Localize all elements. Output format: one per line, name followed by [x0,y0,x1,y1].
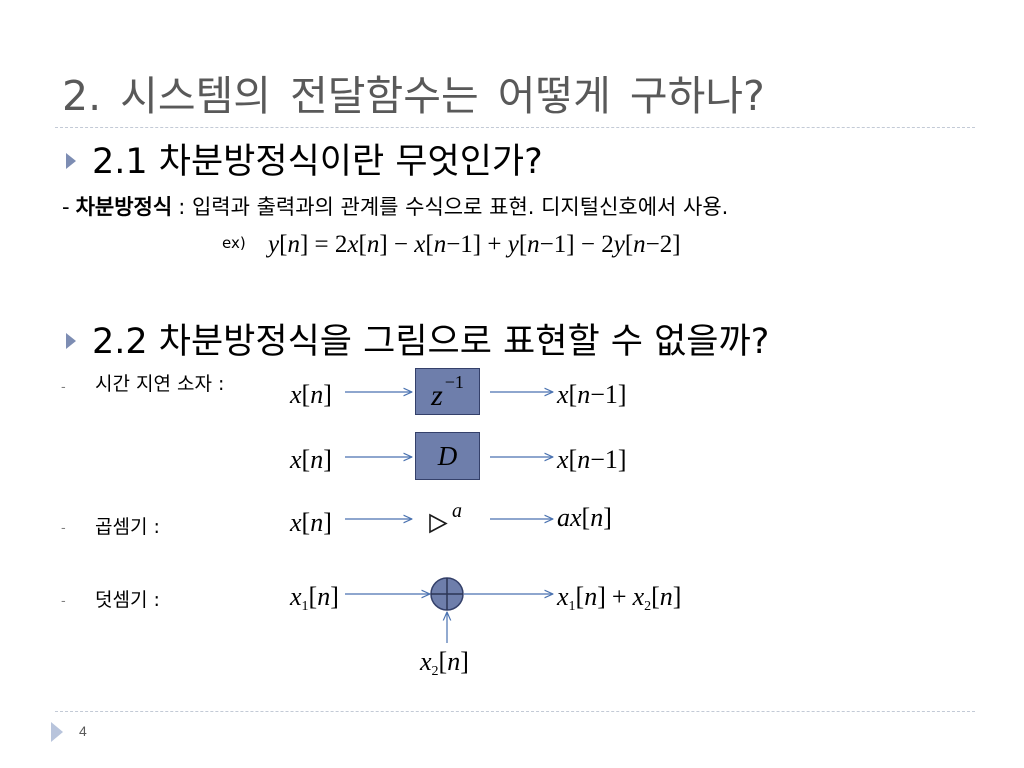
math-variable: n [659,582,673,611]
adder-label: 덧셈기 : [95,589,160,611]
math-variable: x [347,231,359,258]
adder-circle-plus-icon [430,577,464,611]
math-variable: y [268,231,280,258]
adder-output-term-1-subscript: 1 [568,599,576,614]
adder-input-1-argument: [n] [308,582,339,611]
adder-input-1-subscript: 1 [301,599,309,614]
math-variable: x [414,231,426,258]
math-variable: n [433,231,447,258]
difference-equation: y[n] = 2x[n] − x[n−1] + y[n−1] − 2y[n−2] [268,231,681,258]
multiplier-input-label: x[n] [290,508,332,537]
delay-d-block: D [415,432,480,480]
z-block-base: z [431,378,443,412]
math-variable: x [570,503,582,532]
adder-output-term-1-base: x [557,582,569,611]
adder-input-2-argument: [n] [438,647,469,676]
math-variable: n [310,508,324,537]
definition-term: 차분방정식 [75,195,173,219]
math-variable: n [287,231,300,258]
adder-output-term-2-subscript: 2 [644,599,652,614]
multiplier-output-label: ax[n] [557,503,612,532]
adder-output-term-1-argument: [n] [575,582,606,611]
footer-arrow-icon [51,722,63,742]
adder-dash: - [61,594,66,609]
definition-line: - 차분방정식: 입력과 출력과의 관계를 수식으로 표현. 디지털신호에서 사용… [62,194,728,220]
math-variable: x [290,445,302,474]
adder-circle [430,577,464,611]
math-variable: y [613,231,625,258]
adder-input-2-label: x2[n] [420,646,469,683]
adder-output-term-2-base: x [632,582,645,611]
multiplier-dash: - [61,521,66,536]
math-variable: n [527,231,540,258]
math-variable: n [633,231,646,258]
math-variable: x [290,380,302,409]
d-block-input-label: x[n] [290,445,332,474]
section-2-heading: 2.2 차분방정식을 그림으로 표현할 수 없을까? [92,322,770,362]
slide-title: 2. 시스템의 전달함수는 어떻게 구하나? [62,72,765,120]
delay-dash: - [61,380,66,395]
math-variable: n [577,380,591,409]
math-variable: n [584,582,598,611]
math-variable: x [290,508,302,537]
title-divider [55,127,975,128]
adder-input-2-subscript: 2 [431,664,439,679]
adder-input-1-label: x1[n] [290,581,339,618]
bullet-arrow-icon [66,333,76,349]
footer-divider [55,711,975,712]
math-variable: x [557,445,569,474]
math-variable: y [507,231,519,258]
section-1-heading: 2.1 차분방정식이란 무엇인가? [92,142,543,182]
math-variable: n [577,445,591,474]
math-variable: n [317,582,331,611]
adder-input-2-base: x [420,647,432,676]
adder-output-term-2-argument: [n] [651,582,682,611]
z-block-output-label: x[n−1] [557,380,627,409]
multiplier-gain-label: a [452,500,462,522]
math-variable: a [557,503,570,532]
page-number: 4 [79,723,87,739]
math-variable: n [310,380,324,409]
math-variable: n [590,503,604,532]
delay-element-label: 시간 지연 소자 : [95,373,225,395]
adder-output-label: x1[n] + x2[n] [557,581,681,618]
math-variable: n [447,647,461,676]
z-block-input-label: x[n] [290,380,332,409]
example-label: ex) [222,234,246,252]
multiplier-triangle-icon [429,513,448,534]
math-variable: n [310,445,324,474]
multiplier-label: 곱셈기 : [95,516,160,538]
math-variable: x [557,380,569,409]
z-inverse-block: z −1 [415,368,480,415]
adder-output-operator: + [611,582,627,611]
definition-text: : 입력과 출력과의 관계를 수식으로 표현. 디지털신호에서 사용. [178,195,729,219]
math-variable: n [366,231,380,258]
z-block-exponent: −1 [444,372,464,392]
d-block-output-label: x[n−1] [557,445,627,474]
d-block-symbol: D [437,440,458,471]
bullet-arrow-icon [66,153,76,169]
adder-input-1-base: x [290,582,302,611]
definition-dash: - [62,195,70,219]
